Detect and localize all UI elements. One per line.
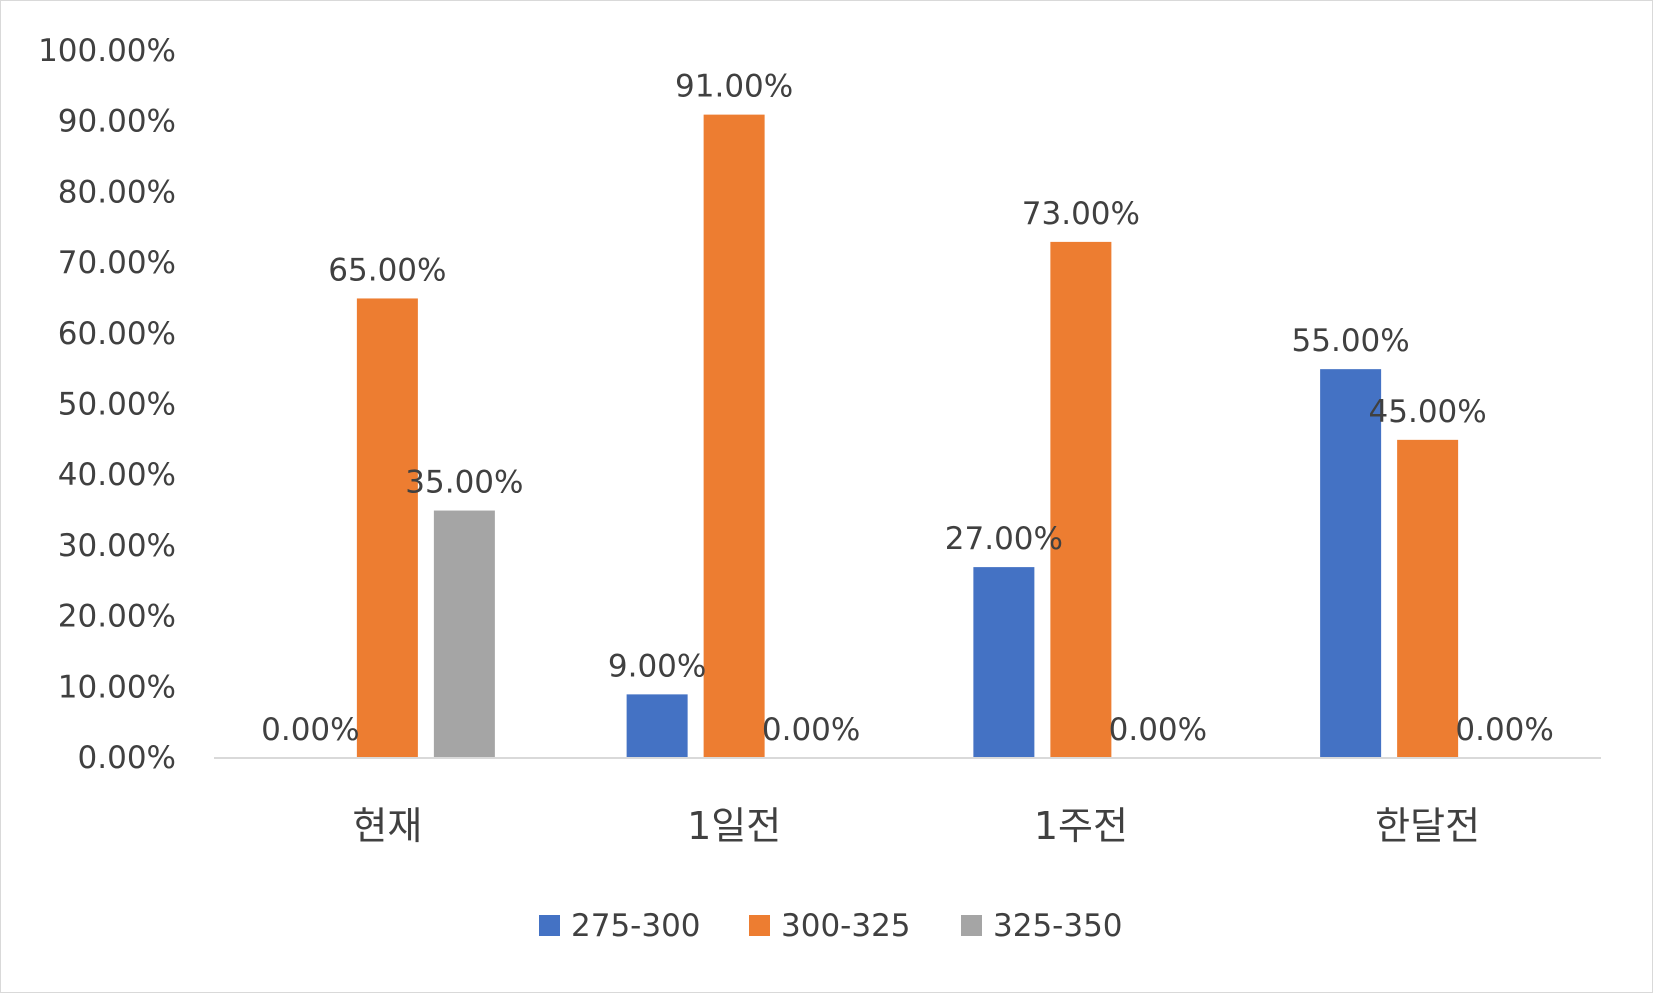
data-label: 73.00% bbox=[1022, 196, 1140, 232]
bar-275-300-1일전 bbox=[626, 694, 688, 758]
data-labels: 0.00% 65.00% 35.00% 9.00% 91.00% 0.00% 27.00% 7… bbox=[261, 69, 1554, 748]
bar-300-325-현재 bbox=[356, 298, 418, 758]
y-tick-label: 40.00% bbox=[58, 457, 176, 493]
x-category-label: 한달전 bbox=[1375, 804, 1480, 848]
y-tick-label: 90.00% bbox=[58, 104, 176, 140]
legend-label: 300-325 bbox=[781, 908, 911, 944]
data-label: 0.00% bbox=[1455, 712, 1553, 748]
data-label: 91.00% bbox=[675, 69, 793, 105]
legend-swatch bbox=[749, 915, 770, 936]
legend-label: 325-350 bbox=[993, 908, 1123, 944]
y-tick-label: 80.00% bbox=[58, 174, 176, 210]
data-label: 0.00% bbox=[261, 712, 359, 748]
data-label: 35.00% bbox=[405, 465, 523, 501]
y-tick-label: 20.00% bbox=[58, 599, 176, 635]
bar-325-350-현재 bbox=[433, 510, 495, 758]
legend-swatch bbox=[539, 915, 560, 936]
data-label: 9.00% bbox=[608, 648, 706, 684]
legend-swatch bbox=[961, 915, 982, 936]
data-label: 0.00% bbox=[762, 712, 860, 748]
x-category-label: 현재 bbox=[352, 804, 422, 848]
bar-300-325-한달전 bbox=[1397, 439, 1459, 758]
y-tick-label: 60.00% bbox=[58, 316, 176, 352]
bar-275-300-한달전 bbox=[1320, 369, 1382, 758]
y-tick-label: 10.00% bbox=[58, 669, 176, 705]
data-label: 65.00% bbox=[328, 252, 446, 288]
legend-label: 275-300 bbox=[571, 908, 701, 944]
y-tick-label: 100.00% bbox=[38, 33, 176, 69]
bars bbox=[356, 114, 1459, 758]
bar-275-300-1주전 bbox=[973, 567, 1035, 758]
legend: 275-300 300-325 325-350 bbox=[539, 908, 1123, 944]
data-label: 55.00% bbox=[1292, 323, 1410, 359]
bar-300-325-1주전 bbox=[1050, 241, 1112, 758]
data-label: 27.00% bbox=[945, 521, 1063, 557]
bar-300-325-1일전 bbox=[703, 114, 765, 758]
y-axis: 0.00% 10.00% 20.00% 30.00% 40.00% 50.00% 60.00… bbox=[38, 33, 176, 776]
x-axis: 현재 1일전 1주전 한달전 bbox=[214, 757, 1601, 848]
y-tick-label: 50.00% bbox=[58, 387, 176, 423]
x-category-label: 1일전 bbox=[687, 804, 781, 848]
data-label: 0.00% bbox=[1109, 712, 1207, 748]
data-label: 45.00% bbox=[1369, 394, 1487, 430]
y-tick-label: 0.00% bbox=[78, 740, 176, 776]
x-category-label: 1주전 bbox=[1034, 804, 1128, 848]
y-tick-label: 30.00% bbox=[58, 528, 176, 564]
y-tick-label: 70.00% bbox=[58, 245, 176, 281]
